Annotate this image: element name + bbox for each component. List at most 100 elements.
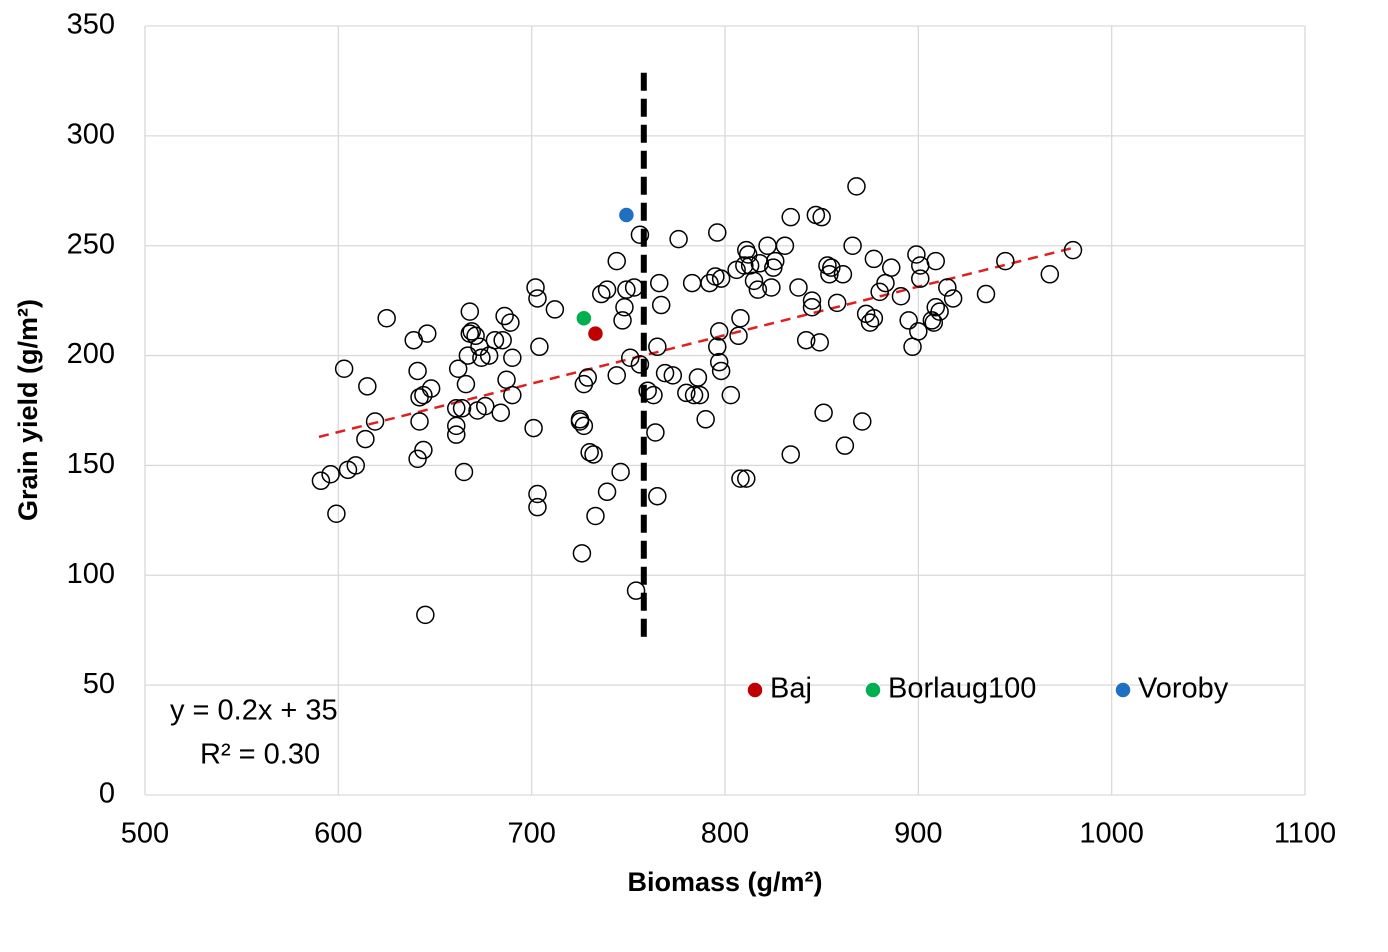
x-tick-label: 1100 xyxy=(1274,818,1336,850)
point xyxy=(334,359,354,379)
point xyxy=(528,484,547,504)
point xyxy=(820,265,839,284)
r-squared: R² = 0.30 xyxy=(200,739,320,771)
y-tick-label: 100 xyxy=(67,558,115,590)
x-tick-label: 800 xyxy=(701,818,749,850)
point xyxy=(503,385,522,405)
point xyxy=(447,416,466,436)
point xyxy=(491,403,510,422)
point xyxy=(503,348,522,368)
point xyxy=(630,355,650,374)
point xyxy=(996,251,1015,271)
point xyxy=(545,300,565,319)
point xyxy=(377,308,396,328)
point xyxy=(891,286,911,306)
legend-marker xyxy=(1114,681,1132,699)
point xyxy=(708,337,727,357)
point xyxy=(462,322,481,341)
point xyxy=(646,423,665,442)
point xyxy=(775,236,795,255)
point xyxy=(617,280,636,299)
point xyxy=(495,306,514,326)
point xyxy=(648,486,667,506)
legend-marker xyxy=(864,681,882,699)
point xyxy=(358,377,377,396)
point xyxy=(611,462,630,482)
equation: y = 0.2x + 35 xyxy=(170,695,338,727)
point xyxy=(414,440,433,460)
point xyxy=(607,251,626,271)
point xyxy=(762,278,781,297)
point xyxy=(711,361,731,381)
point xyxy=(926,251,945,271)
y-tick-label: 200 xyxy=(67,338,115,370)
point xyxy=(528,289,547,308)
point xyxy=(738,245,758,264)
point xyxy=(586,324,605,343)
point xyxy=(688,368,708,387)
point xyxy=(497,370,516,389)
point xyxy=(938,278,957,297)
point xyxy=(597,280,617,299)
point xyxy=(578,368,597,387)
point xyxy=(669,229,688,249)
point xyxy=(833,265,853,284)
point xyxy=(835,436,855,455)
point xyxy=(592,284,611,304)
point xyxy=(882,258,901,277)
point xyxy=(907,245,926,264)
point xyxy=(454,462,474,482)
x-tick-label: 700 xyxy=(507,818,555,850)
point xyxy=(781,445,800,464)
point xyxy=(615,297,634,317)
point xyxy=(744,271,764,291)
point xyxy=(624,278,644,297)
point xyxy=(416,605,435,625)
point xyxy=(818,256,837,275)
point xyxy=(709,322,729,341)
point xyxy=(421,379,441,398)
point xyxy=(930,302,949,321)
y-tick-label: 0 xyxy=(99,778,115,810)
legend-marker xyxy=(746,681,764,699)
point xyxy=(789,278,808,297)
point xyxy=(570,412,590,431)
point xyxy=(575,309,593,327)
legend-label: Borlaug100 xyxy=(888,673,1036,705)
point xyxy=(864,308,884,328)
point xyxy=(466,326,485,346)
point xyxy=(485,330,505,350)
x-tick-label: 600 xyxy=(314,818,362,850)
point xyxy=(456,374,476,394)
point xyxy=(911,256,930,275)
point xyxy=(810,333,829,352)
y-tick-label: 300 xyxy=(67,119,115,151)
point xyxy=(764,258,783,277)
point xyxy=(748,280,768,299)
point xyxy=(735,256,754,275)
point xyxy=(458,346,478,365)
point xyxy=(860,313,880,332)
point xyxy=(721,385,741,405)
y-tick-label: 50 xyxy=(83,668,115,700)
point xyxy=(607,366,626,385)
point xyxy=(766,251,785,271)
y-tick-label: 250 xyxy=(67,228,115,260)
x-axis-title: Biomass (g/m²) xyxy=(627,867,822,897)
y-axis-title: Grain yield (g/m²) xyxy=(13,299,43,521)
point xyxy=(638,381,657,400)
point xyxy=(682,273,702,293)
point xyxy=(802,297,822,317)
point xyxy=(700,273,719,293)
point xyxy=(781,207,800,227)
point xyxy=(924,313,944,332)
point xyxy=(684,385,704,405)
point xyxy=(796,330,816,350)
point xyxy=(847,177,866,196)
point xyxy=(526,278,545,297)
point xyxy=(472,348,491,368)
point xyxy=(750,254,770,273)
point xyxy=(822,258,841,277)
point xyxy=(663,366,683,385)
point xyxy=(327,504,346,524)
